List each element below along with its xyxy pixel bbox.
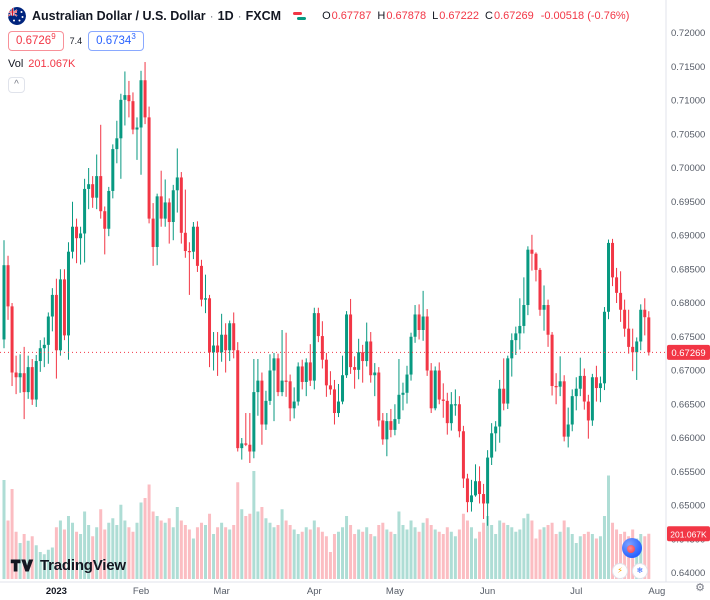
high-label: H xyxy=(377,10,386,22)
chart-style-icon[interactable] xyxy=(291,10,308,22)
close-label: C xyxy=(485,10,493,22)
open-label: O xyxy=(322,10,331,22)
volume-study-label[interactable]: Vol xyxy=(8,58,24,70)
time-axis[interactable]: 2023 Feb Mar Apr May Jun Jul Aug xyxy=(46,586,665,597)
svg-text:2023: 2023 xyxy=(46,586,67,597)
svg-text:0.69500: 0.69500 xyxy=(671,197,705,208)
svg-text:0.67500: 0.67500 xyxy=(671,332,705,343)
low-label: L xyxy=(432,10,439,22)
tradingview-mark-icon xyxy=(10,559,34,572)
low-value: 0.67222 xyxy=(439,10,479,22)
svg-text:0.70500: 0.70500 xyxy=(671,129,705,140)
legend-collapse-button[interactable]: ^ xyxy=(8,77,25,93)
ohlc-readout: O 0.67787 H 0.67878 L 0.67222 C 0.67269 -0.0… xyxy=(316,10,629,22)
volume-axis-label: 201.067K xyxy=(667,526,710,542)
svg-text:Apr: Apr xyxy=(307,586,322,597)
svg-text:0.68500: 0.68500 xyxy=(671,264,705,275)
price-axis[interactable]: 0.72000 0.71500 0.71000 0.70500 0.70000 0.695… xyxy=(671,28,705,579)
svg-text:0.65500: 0.65500 xyxy=(671,467,705,478)
volume-legend: Vol 201.067K xyxy=(8,58,629,70)
spread-value: 7.4 xyxy=(69,36,83,46)
svg-text:0.72000: 0.72000 xyxy=(671,28,705,39)
buy-sell-widget: 0.6726 9 7.4 0.6734 3 xyxy=(8,31,629,51)
buy-price: 0.6734 xyxy=(96,35,132,47)
svg-text:0.70000: 0.70000 xyxy=(671,163,705,174)
svg-text:Jun: Jun xyxy=(480,586,495,597)
separator-dot: · xyxy=(237,9,242,23)
svg-text:0.66000: 0.66000 xyxy=(671,433,705,444)
sell-price: 0.6726 xyxy=(16,35,52,47)
svg-text:0.71500: 0.71500 xyxy=(671,62,705,73)
change-value: -0.00518 (-0.76%) xyxy=(540,10,630,22)
axis-settings-gear-icon[interactable]: ⚙ xyxy=(695,582,705,594)
buy-button[interactable]: 0.6734 3 xyxy=(88,31,144,51)
volume-series xyxy=(2,471,651,579)
svg-text:0.64000: 0.64000 xyxy=(671,568,705,579)
svg-text:Mar: Mar xyxy=(213,586,229,597)
svg-text:Feb: Feb xyxy=(133,586,149,597)
svg-text:May: May xyxy=(386,586,404,597)
svg-text:Aug: Aug xyxy=(648,586,665,597)
chart-legend: Australian Dollar / U.S. Dollar · 1D · F… xyxy=(8,6,629,93)
symbol-row: Australian Dollar / U.S. Dollar · 1D · F… xyxy=(8,6,629,26)
svg-text:0.71000: 0.71000 xyxy=(671,96,705,107)
svg-text:0.67000: 0.67000 xyxy=(671,366,705,377)
lightning-icon[interactable]: ⚡ xyxy=(612,563,628,579)
svg-text:0.68000: 0.68000 xyxy=(671,298,705,309)
sphere-icon[interactable] xyxy=(622,538,642,558)
svg-text:0.67269: 0.67269 xyxy=(671,348,705,359)
australia-flag-icon xyxy=(8,7,26,25)
open-value: 0.67787 xyxy=(331,10,372,22)
interval-label[interactable]: 1D xyxy=(217,9,234,23)
high-value: 0.67878 xyxy=(386,10,427,22)
candlestick-series xyxy=(2,62,651,526)
svg-text:201.067K: 201.067K xyxy=(670,529,707,539)
symbol-title[interactable]: Australian Dollar / U.S. Dollar xyxy=(32,9,206,23)
sell-button[interactable]: 0.6726 9 xyxy=(8,31,64,51)
svg-text:Jul: Jul xyxy=(570,586,582,597)
tradingview-logo-text: TradingView xyxy=(40,557,126,574)
close-value: 0.67269 xyxy=(493,10,534,22)
sell-price-sup: 9 xyxy=(51,32,56,41)
snowflake-icon[interactable]: ❄ xyxy=(632,563,648,579)
exchange-label[interactable]: FXCM xyxy=(245,9,282,23)
svg-text:0.66500: 0.66500 xyxy=(671,399,705,410)
buy-price-sup: 3 xyxy=(131,32,136,41)
tradingview-logo[interactable]: TradingView xyxy=(10,557,126,574)
last-price-axis-label: 0.67269 xyxy=(667,344,710,360)
volume-study-value: 201.067K xyxy=(28,58,76,70)
svg-text:0.65000: 0.65000 xyxy=(671,501,705,512)
svg-text:0.69000: 0.69000 xyxy=(671,231,705,242)
separator-dot: · xyxy=(209,9,214,23)
